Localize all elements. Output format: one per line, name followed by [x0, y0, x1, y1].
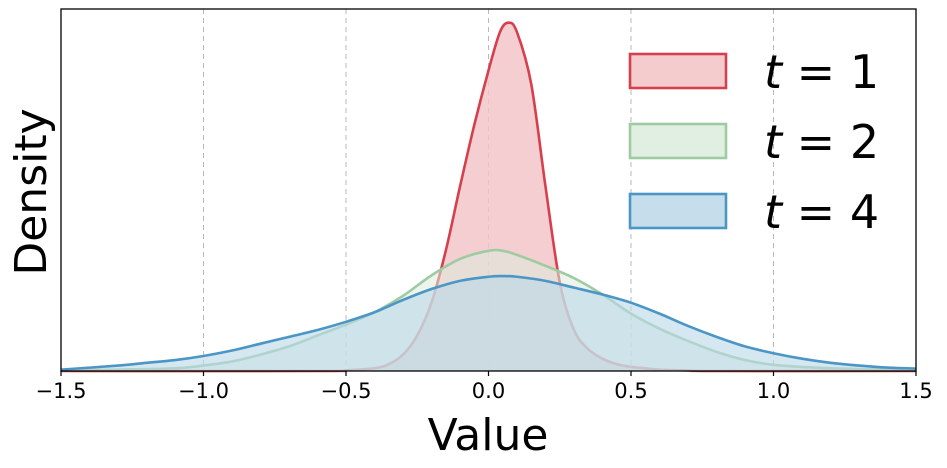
legend-value: = 1	[782, 45, 879, 99]
legend-swatch-series-1	[628, 52, 728, 90]
x-tick-label: 0.5	[614, 379, 647, 403]
legend: t = 1t = 2t = 4	[628, 45, 879, 239]
x-tick-label: −1.0	[178, 379, 229, 403]
x-tick-label: 1.0	[757, 379, 790, 403]
x-axis-title: Value	[428, 410, 549, 461]
legend-label-series-1: t = 1	[764, 45, 879, 99]
legend-variable: t	[764, 185, 784, 239]
legend-label-series-2: t = 2	[764, 115, 879, 169]
density-area-series-3	[61, 276, 916, 371]
x-tick-label: 0.0	[472, 379, 505, 403]
legend-swatch-series-3	[628, 192, 728, 230]
legend-swatch-series-2	[628, 122, 728, 160]
legend-variable: t	[764, 115, 784, 169]
density-area-series-1	[61, 22, 916, 372]
legend-value: = 2	[782, 115, 879, 169]
x-tick-label: 1.5	[899, 379, 932, 403]
x-tick-label: −0.5	[321, 379, 372, 403]
density-line-series-3	[60, 274, 917, 371]
x-tick-label: −1.5	[36, 379, 87, 403]
legend-value: = 4	[782, 185, 879, 239]
density-areas	[60, 21, 917, 373]
legend-variable: t	[764, 45, 784, 99]
x-axis-ticks: −1.5 −1.0 −0.5 0.0 0.5 1.0 1.5	[36, 371, 933, 403]
y-axis-title: Density	[6, 108, 57, 275]
legend-label-series-3: t = 4	[764, 185, 879, 239]
